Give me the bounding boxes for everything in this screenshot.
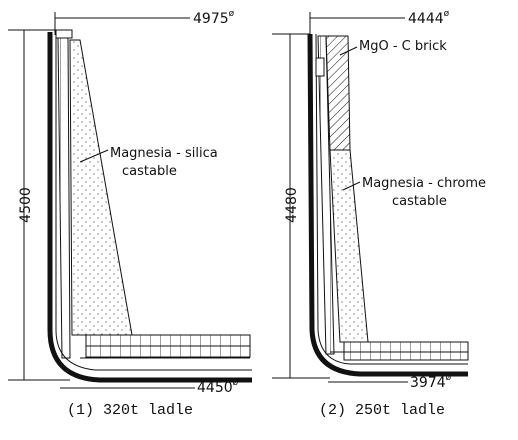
material-label: Magnesia - chrome: [362, 176, 486, 191]
material-label: castable: [122, 164, 177, 179]
material-label: Magnesia - silica: [110, 146, 218, 161]
caption: (1) 320t ladle: [67, 402, 193, 419]
material-label: castable: [392, 194, 447, 209]
bottom-diameter: 4450ø: [197, 378, 239, 396]
caption: (2) 250t ladle: [319, 402, 445, 419]
height-dim: 4480: [284, 187, 300, 223]
top-diameter: 4444ø: [408, 9, 450, 27]
bottom-diameter: 3974ø: [410, 373, 452, 391]
material-label: MgO - C brick: [359, 39, 447, 54]
ladle-1: 4500 4975ø 4450ø Magnesia - silica casta…: [8, 9, 252, 419]
height-dim: 4500: [18, 187, 34, 223]
top-diameter: 4975ø: [193, 9, 235, 27]
ladle-2: 4480 4444ø 3974ø MgO - C brick Magnesia …: [272, 9, 486, 419]
